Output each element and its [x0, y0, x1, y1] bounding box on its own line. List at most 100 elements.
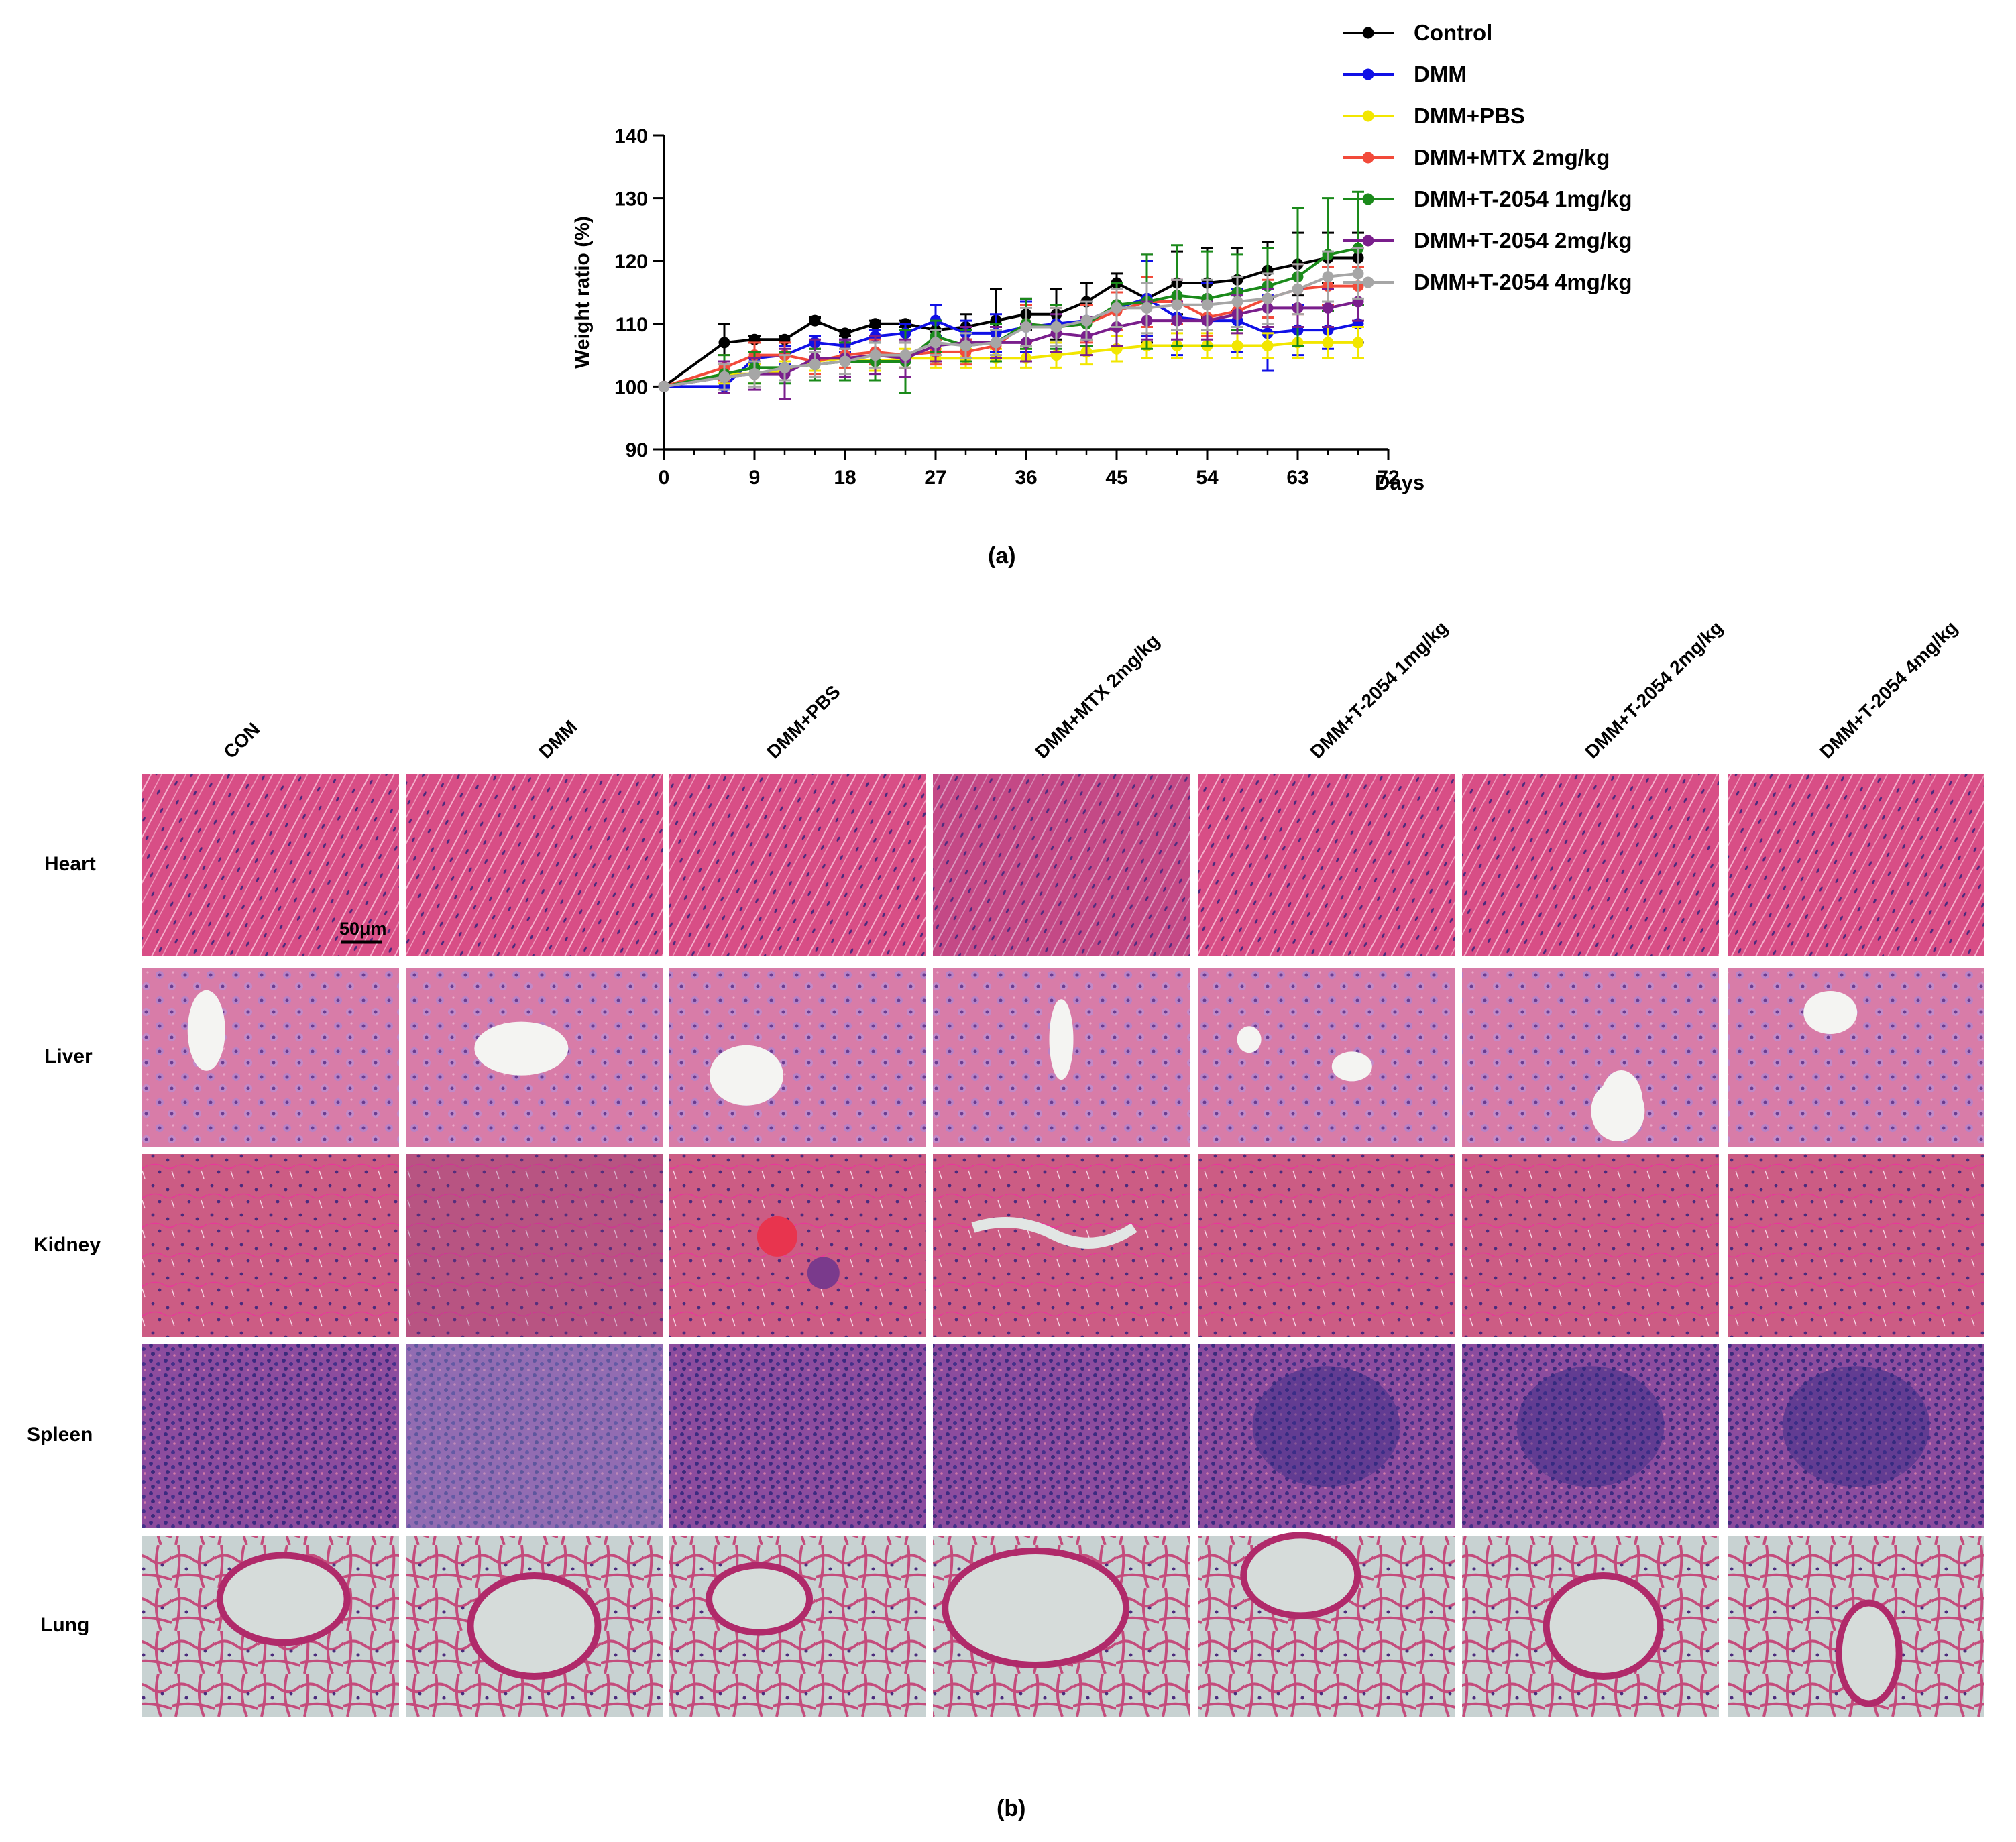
histology-tile-lung	[1728, 1536, 1984, 1717]
histology-tile-liver	[1198, 968, 1455, 1147]
histology-tile-lung	[933, 1536, 1190, 1717]
row-label: Lung	[40, 1614, 90, 1636]
y-tick-label: 120	[614, 251, 648, 273]
tile-texture	[1462, 1344, 1719, 1528]
histology-tile-spleen	[1462, 1344, 1719, 1528]
scale-bar: 50μm	[339, 919, 387, 944]
y-tick-label: 140	[614, 125, 648, 148]
data-point	[779, 361, 791, 373]
legend-label: Control	[1414, 20, 1493, 45]
histology-tile-lung	[669, 1536, 926, 1717]
histology-tile-heart	[142, 774, 399, 956]
histology-tile-liver	[1728, 968, 1984, 1147]
x-tick-label: 63	[1286, 467, 1308, 489]
x-tick-label: 36	[1015, 467, 1037, 489]
histology-tile-spleen	[142, 1344, 399, 1528]
data-point	[718, 337, 730, 349]
histology-tile-spleen	[1198, 1344, 1455, 1528]
histology-tile-kidney	[406, 1154, 663, 1337]
histology-tile-heart	[406, 774, 663, 956]
data-point	[839, 355, 851, 367]
histology-tile-kidney	[142, 1154, 399, 1337]
bronchiole-lumen	[1842, 1606, 1896, 1701]
vessel-lumen	[187, 990, 225, 1071]
histology-tile-liver	[669, 968, 926, 1147]
histology-tile-spleen	[406, 1344, 663, 1528]
data-point	[1201, 299, 1213, 311]
histology-tile-lung	[1198, 1532, 1455, 1717]
histology-tile-heart	[1198, 774, 1455, 956]
tile-texture	[1462, 968, 1719, 1147]
tile-texture	[1462, 774, 1719, 956]
data-point	[960, 340, 972, 352]
vessel-lumen	[474, 1021, 569, 1076]
white-pulp	[1782, 1366, 1930, 1487]
data-point	[1141, 302, 1153, 314]
histology-tile-heart	[933, 774, 1190, 956]
vessel-lumen	[1803, 991, 1858, 1034]
histology-tile-lung	[142, 1536, 399, 1717]
panel-a-label: (a)	[988, 543, 1016, 569]
histology-tile-lung	[406, 1536, 663, 1717]
vessel-lumen	[1237, 1026, 1262, 1053]
x-tick-label: 0	[659, 467, 670, 489]
legend-label: DMM+PBS	[1414, 103, 1525, 128]
bronchiole-lumen	[948, 1554, 1123, 1662]
data-point	[1111, 302, 1123, 314]
tile-texture	[1728, 968, 1984, 1147]
series-dmm-t-2054-1mg-kg	[658, 190, 1364, 394]
histology-tile-spleen	[1728, 1344, 1984, 1528]
histology-tile-lung	[1462, 1536, 1719, 1717]
x-tick-label: 72	[1377, 467, 1399, 489]
white-pulp	[1252, 1366, 1400, 1487]
row-label: Liver	[44, 1045, 93, 1068]
data-point	[869, 318, 881, 330]
legend-entry: Control	[1341, 12, 1632, 54]
data-point	[809, 314, 821, 327]
data-point	[899, 349, 911, 361]
row-label: Spleen	[27, 1424, 93, 1446]
data-point	[1322, 271, 1334, 283]
histology-tile-kidney	[1198, 1154, 1455, 1337]
histology-tile-heart	[669, 774, 926, 956]
bronchiole-lumen	[473, 1579, 595, 1673]
legend-marker	[1343, 110, 1394, 122]
hemorrhage	[757, 1216, 797, 1257]
tile-texture	[142, 1344, 399, 1528]
data-point	[1262, 340, 1274, 352]
x-tick-label: 9	[749, 467, 761, 489]
row-label: Kidney	[34, 1233, 101, 1256]
y-tick-label: 90	[626, 439, 648, 461]
histology-tile-liver	[1462, 968, 1719, 1147]
histology-tile-heart	[1728, 774, 1984, 956]
legend-marker	[1343, 235, 1394, 247]
series-dmm-pbs	[658, 325, 1364, 392]
legend-entry: DMM+PBS	[1341, 95, 1632, 137]
histology-tile-heart	[1462, 774, 1719, 956]
histology-grid: 50μm	[142, 774, 1984, 1717]
bronchiole-lumen	[223, 1558, 344, 1639]
data-point	[1352, 337, 1364, 349]
tile-texture	[406, 774, 663, 956]
scale-bar-label: 50μm	[339, 919, 387, 939]
x-axis-label: Days	[1375, 471, 1424, 494]
legend-entry: DMM+T-2054 1mg/kg	[1341, 178, 1632, 220]
data-point	[1231, 340, 1243, 352]
tile-texture	[142, 1154, 399, 1337]
histology-tile-kidney	[1728, 1154, 1984, 1337]
tile-texture	[142, 968, 399, 1147]
legend-label: DMM+MTX 2mg/kg	[1414, 145, 1610, 170]
tile-texture	[669, 1536, 926, 1717]
histology-tile-liver	[406, 968, 663, 1147]
data-point	[930, 337, 942, 349]
legend-marker	[1343, 68, 1394, 80]
tile-texture	[933, 774, 1190, 956]
legend-label: DMM+T-2054 4mg/kg	[1414, 270, 1632, 294]
chart-legend: Control DMM DMM+PBS DMM+MTX 2mg/kg DMM+T-205…	[1341, 12, 1632, 303]
histology-tile-liver	[933, 968, 1190, 1147]
data-point	[1231, 296, 1243, 308]
tile-texture	[669, 968, 926, 1147]
y-tick-label: 100	[614, 376, 648, 398]
tile-texture	[669, 1344, 926, 1528]
